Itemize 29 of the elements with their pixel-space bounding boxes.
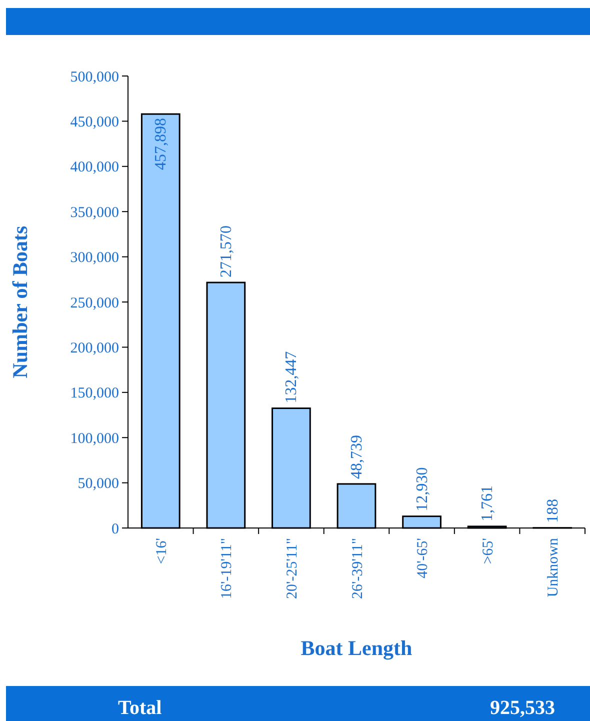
data-label: 48,739 [348,434,366,479]
x-tick-label: <16' [154,538,170,564]
y-tick-label: 300,000 [70,250,119,266]
text: Total [118,697,162,719]
y-tick-label: 400,000 [70,160,119,176]
x-axis-title: Boat Length [300,636,413,660]
y-tick-label: 450,000 [70,114,119,130]
x-tick-label: 26'-39'11" [350,538,366,599]
x-tick-label: 16'-19'11" [219,538,236,599]
y-tick-label: 350,000 [70,204,119,221]
data-label: 457,898 [152,118,170,170]
text: 925,533 [490,697,555,719]
y-tick-label: 50,000 [78,476,119,492]
data-label: 1,761 [479,485,496,522]
data-label: 188 [544,498,562,523]
y-tick-label: 500,000 [70,69,119,86]
y-tick-label: 0 [112,521,119,538]
y-tick-label: 150,000 [70,386,119,402]
y-tick-label: 250,000 [70,295,119,312]
x-tick-label: Unknown [546,538,562,598]
data-label: 132,447 [283,351,300,404]
y-axis-title: Number of Boats [8,226,32,378]
x-tick-label: >65' [480,538,496,564]
x-tick-label: 20'-25'11" [284,538,300,599]
x-tick-label: 40'-65' [415,538,432,578]
data-label: 12,930 [414,467,431,512]
data-label: 271,570 [218,226,235,278]
y-tick-label: 200,000 [70,340,119,356]
y-tick-label: 100,000 [70,430,119,447]
